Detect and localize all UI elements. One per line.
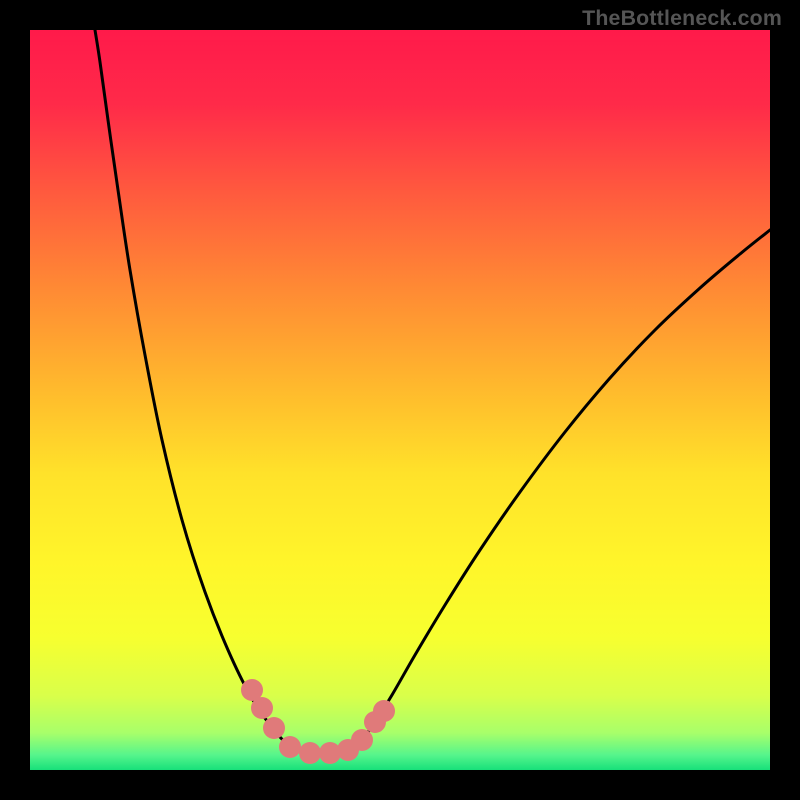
bottleneck-chart	[0, 0, 800, 800]
data-marker	[279, 736, 301, 758]
chart-frame: TheBottleneck.com	[0, 0, 800, 800]
data-marker	[299, 742, 321, 764]
data-marker	[251, 697, 273, 719]
data-marker	[263, 717, 285, 739]
data-marker	[351, 729, 373, 751]
data-marker	[373, 700, 395, 722]
chart-background	[30, 30, 770, 770]
